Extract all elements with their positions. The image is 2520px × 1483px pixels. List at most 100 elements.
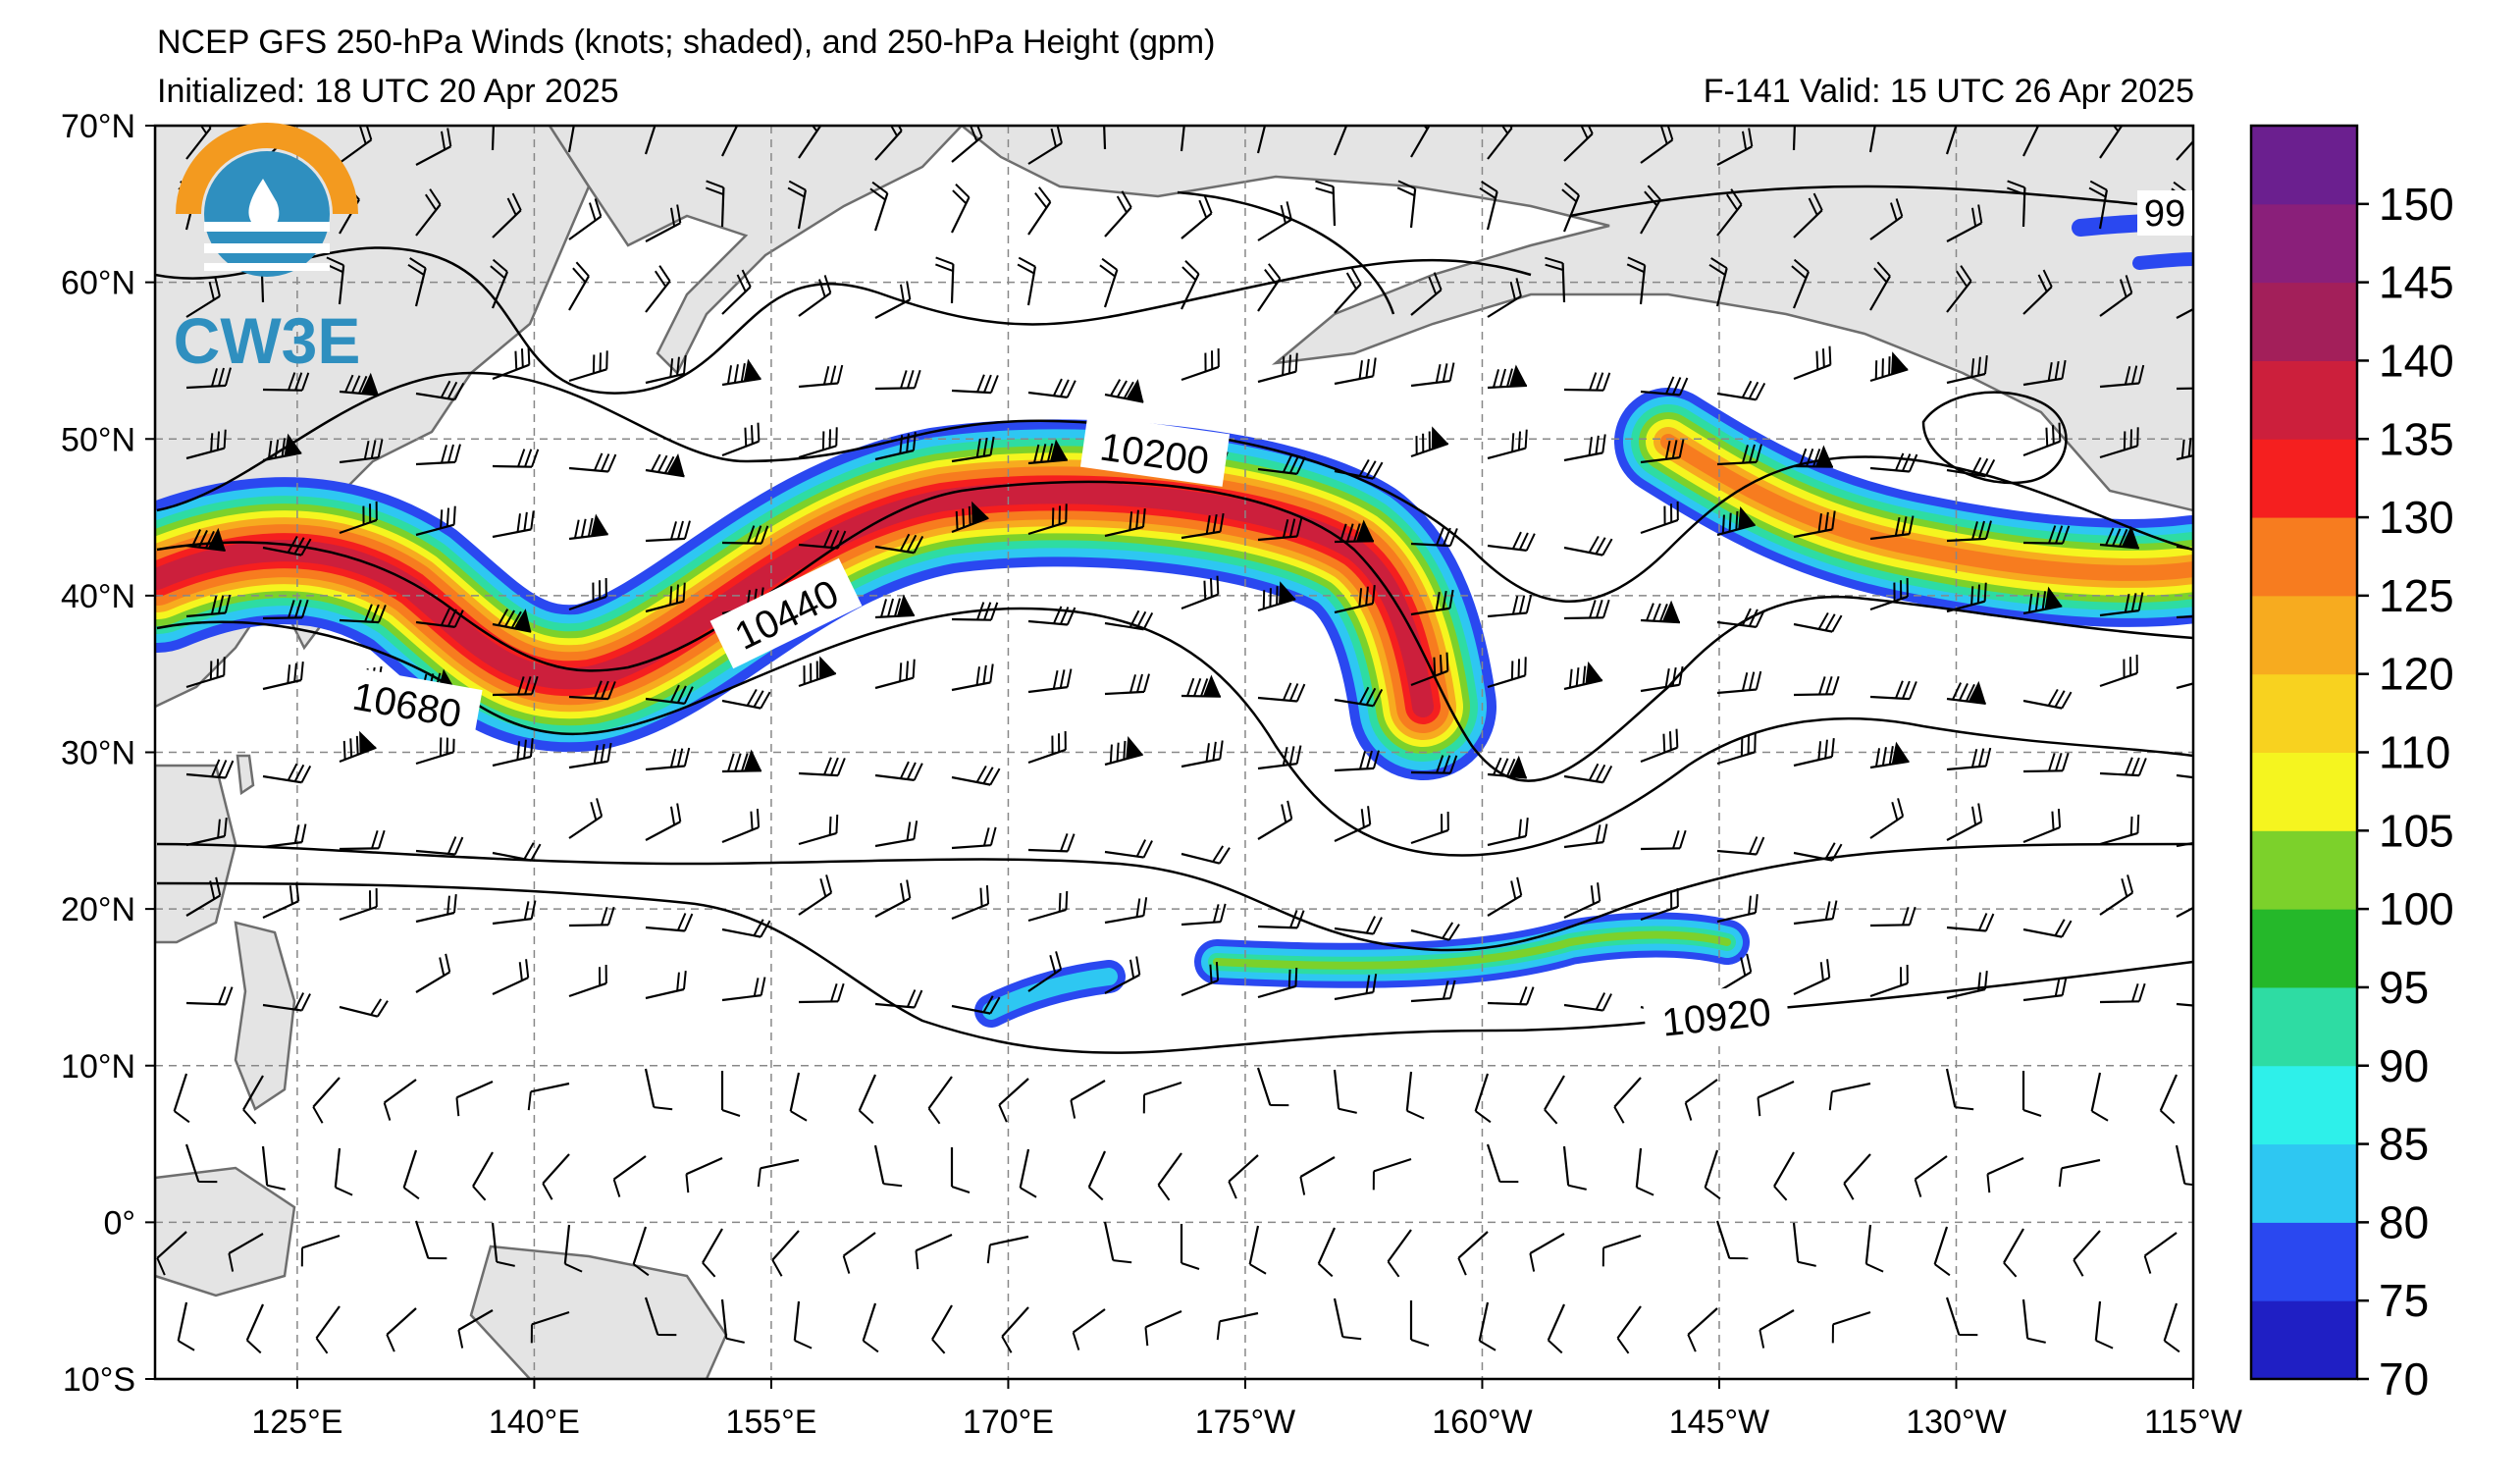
wind-barb	[951, 826, 997, 850]
wind-barb	[1027, 833, 1076, 853]
colorbar-label: 80	[2379, 1196, 2429, 1247]
wind-barb	[527, 1082, 570, 1111]
wind-barb	[1792, 1222, 1816, 1267]
wind-barb	[1142, 1081, 1182, 1114]
height-contour	[156, 842, 2193, 952]
longitude-labels: 125°E 140°E 155°E 170°E 175°W 160°W 145°W 130°W…	[251, 1379, 2242, 1441]
wind-barb	[1716, 894, 1759, 924]
wind-barb	[1869, 906, 1916, 927]
wind-barb	[1409, 1300, 1430, 1347]
wind-barb	[2176, 613, 2193, 619]
wind-barb	[2058, 1158, 2101, 1188]
wind-barb	[1716, 380, 1766, 401]
wind-barb	[1545, 256, 1566, 303]
wind-barb	[568, 742, 612, 769]
wind-barb	[185, 527, 226, 552]
wind-barb	[2022, 752, 2070, 773]
colorbar-label: 140	[2379, 335, 2454, 386]
wind-barb	[339, 604, 387, 624]
height-contour	[1921, 391, 2068, 485]
wind-barb	[1708, 257, 1728, 307]
jet-band	[1213, 930, 1731, 970]
wind-barb	[2022, 977, 2068, 1002]
wind-barb	[415, 128, 452, 166]
wind-barb	[1716, 128, 1754, 166]
colorbar-label: 125	[2379, 570, 2454, 621]
wind-barb	[1793, 675, 1840, 697]
wind-barb	[1104, 735, 1143, 767]
wind-barb	[798, 814, 839, 846]
wind-barb	[685, 1156, 723, 1193]
wind-barb	[1563, 535, 1613, 556]
wind-barb	[1333, 1069, 1357, 1114]
wind-barb	[645, 204, 682, 242]
wind-barb	[1479, 181, 1498, 231]
lat-label: 10°S	[63, 1361, 135, 1399]
wind-barb	[383, 1079, 417, 1121]
wind-barb	[1257, 682, 1306, 703]
wind-barb	[414, 1220, 447, 1260]
colorbar-label: 145	[2379, 257, 2454, 308]
wind-barb	[1563, 882, 1601, 919]
wind-barb	[1869, 198, 1904, 240]
wind-barb	[1257, 352, 1298, 384]
lat-label: 50°N	[61, 421, 135, 458]
colorbar	[2249, 124, 2359, 1381]
lon-label: 125°E	[251, 1404, 342, 1441]
wind-barb	[490, 258, 509, 309]
init-time: Initialized: 18 UTC 20 Apr 2025	[157, 73, 619, 110]
wind-barb	[645, 684, 694, 705]
wind-barb	[1410, 426, 1449, 458]
wind-barb	[1256, 126, 1269, 154]
wind-barb	[415, 894, 457, 924]
wind-barb	[1869, 798, 1905, 839]
wind-barb	[1334, 916, 1383, 935]
wind-barb	[1869, 577, 1909, 611]
wind-barb	[1410, 589, 1454, 616]
wind-barb	[1933, 1226, 1951, 1277]
wind-barb	[2099, 654, 2138, 688]
wind-barb	[1027, 186, 1052, 236]
wind-barb	[339, 126, 373, 164]
wind-barb	[1563, 372, 1611, 392]
wind-barb	[1334, 585, 1376, 614]
wind-barb	[1562, 1145, 1587, 1191]
wind-barbs	[156, 126, 2193, 1354]
wind-barb	[858, 1074, 877, 1125]
logo-sun-arc	[176, 123, 358, 215]
wind-barb	[1257, 454, 1306, 475]
wind-barb	[951, 995, 1001, 1015]
wind-barb	[1027, 890, 1069, 923]
wind-barb	[185, 986, 234, 1006]
land-taiwan	[236, 754, 255, 796]
wind-barb	[1487, 986, 1535, 1006]
wind-barb	[2099, 525, 2139, 550]
wind-barb	[998, 1078, 1029, 1123]
wind-barb	[1715, 1220, 1749, 1260]
wind-barb	[1793, 345, 1832, 381]
wind-barb	[1334, 519, 1375, 544]
wind-barb	[986, 1235, 1029, 1264]
wind-barb	[2176, 387, 2193, 391]
wind-barb	[2176, 1002, 2193, 1009]
colorbar-label: 90	[2379, 1040, 2429, 1091]
wind-barb	[2099, 757, 2147, 777]
wind-barb	[721, 358, 761, 387]
wind-barb	[262, 599, 309, 620]
wind-barb	[645, 265, 671, 313]
wind-barb	[720, 1298, 745, 1344]
colorbar-segment	[2251, 830, 2357, 910]
svg-text:99: 99	[2144, 193, 2185, 235]
wind-barb	[2176, 126, 2193, 161]
wind-barb	[1181, 962, 1220, 997]
logo-text: CW3E	[174, 304, 361, 377]
colorbar-segment	[2251, 986, 2357, 1067]
wind-barb	[1563, 992, 1612, 1012]
wind-barb	[1946, 520, 1992, 543]
valid-time: F-141 Valid: 15 UTC 26 Apr 2025	[1703, 73, 2194, 110]
wind-barb	[1563, 434, 1606, 462]
wind-barb	[1864, 1224, 1884, 1273]
colorbar-segment	[2251, 1300, 2357, 1380]
wind-barb	[2073, 1230, 2101, 1277]
wind-barb	[415, 380, 465, 401]
